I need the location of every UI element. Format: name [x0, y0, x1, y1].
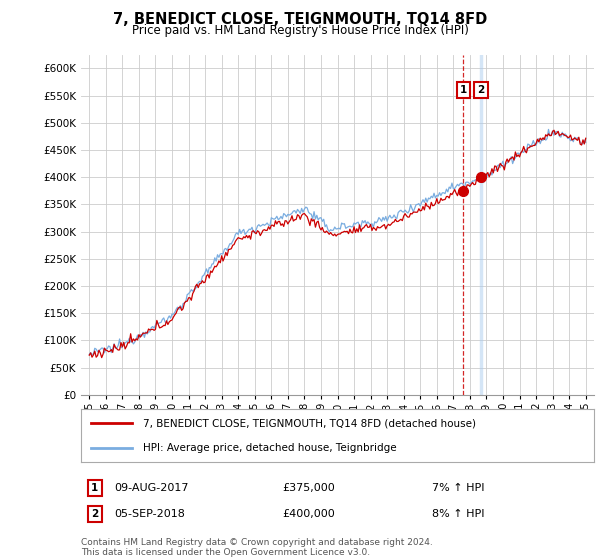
Text: 7, BENEDICT CLOSE, TEIGNMOUTH, TQ14 8FD (detached house): 7, BENEDICT CLOSE, TEIGNMOUTH, TQ14 8FD … — [143, 418, 476, 428]
Text: 2: 2 — [478, 85, 485, 95]
Text: 2: 2 — [91, 509, 98, 519]
Text: 8% ↑ HPI: 8% ↑ HPI — [432, 509, 485, 519]
Text: HPI: Average price, detached house, Teignbridge: HPI: Average price, detached house, Teig… — [143, 442, 396, 452]
Text: 7, BENEDICT CLOSE, TEIGNMOUTH, TQ14 8FD: 7, BENEDICT CLOSE, TEIGNMOUTH, TQ14 8FD — [113, 12, 487, 27]
Text: 1: 1 — [460, 85, 467, 95]
Text: 09-AUG-2017: 09-AUG-2017 — [114, 483, 188, 493]
Text: 7% ↑ HPI: 7% ↑ HPI — [432, 483, 485, 493]
Text: 05-SEP-2018: 05-SEP-2018 — [114, 509, 185, 519]
Text: £375,000: £375,000 — [282, 483, 335, 493]
Text: Contains HM Land Registry data © Crown copyright and database right 2024.
This d: Contains HM Land Registry data © Crown c… — [81, 538, 433, 557]
Text: Price paid vs. HM Land Registry's House Price Index (HPI): Price paid vs. HM Land Registry's House … — [131, 24, 469, 37]
Text: £400,000: £400,000 — [282, 509, 335, 519]
Text: 1: 1 — [91, 483, 98, 493]
